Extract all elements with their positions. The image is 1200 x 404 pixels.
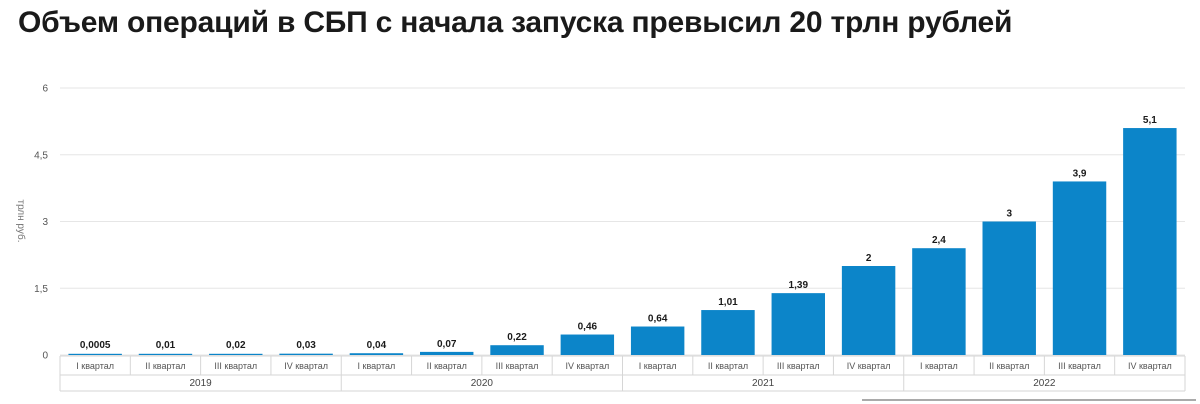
category-label: III квартал [777, 361, 820, 371]
year-label: 2022 [1033, 378, 1056, 389]
category-label: II квартал [427, 361, 467, 371]
bar [209, 353, 263, 355]
bar [490, 345, 544, 355]
category-label: II квартал [708, 361, 748, 371]
bar [1123, 128, 1177, 355]
value-label: 1,01 [718, 297, 738, 308]
value-label: 0,64 [648, 314, 668, 325]
value-label: 0,22 [507, 332, 527, 343]
y-axis-label: трлн руб. [15, 199, 27, 242]
category-label: I квартал [76, 361, 114, 371]
category-label: II квартал [145, 361, 185, 371]
bar [1052, 181, 1107, 355]
value-label: 0,46 [578, 322, 598, 333]
category-label: IV квартал [565, 361, 609, 371]
value-label: 5,1 [1143, 115, 1157, 126]
bar [279, 353, 333, 355]
value-label: 0,03 [296, 340, 316, 351]
category-label: II квартал [989, 361, 1029, 371]
value-label: 2 [866, 253, 872, 264]
value-label: 0,04 [367, 340, 387, 351]
value-label: 1,39 [789, 280, 809, 291]
category-label: III квартал [1058, 361, 1101, 371]
value-labels: 0,0005 0,01 0,02 0,03 0,04 0,07 0,22 0,46 0,64 1,… [80, 115, 1157, 351]
bar [771, 293, 825, 355]
y-tick-label: 3 [42, 217, 48, 228]
bar [630, 326, 685, 355]
year-label: 2020 [471, 378, 494, 389]
y-tick-label: 6 [42, 84, 48, 95]
value-label: 3 [1006, 209, 1012, 220]
y-tick-label: 0 [42, 351, 48, 362]
bar [982, 221, 1036, 355]
value-label: 2,4 [932, 235, 946, 246]
bar [138, 353, 193, 355]
value-label: 0,0005 [80, 340, 111, 351]
bar [841, 266, 896, 355]
bar [560, 334, 615, 355]
bar [912, 248, 966, 355]
year-label: 2019 [190, 378, 213, 389]
category-label: I квартал [358, 361, 396, 371]
year-label: 2021 [752, 378, 775, 389]
category-label: IV квартал [284, 361, 328, 371]
value-label: 3,9 [1073, 168, 1087, 179]
x-axis: I квартал II квартал III квартал IV квартал… [59, 355, 1186, 392]
y-tick-label: 4,5 [34, 150, 48, 161]
category-label: III квартал [214, 361, 257, 371]
bar [68, 353, 122, 355]
y-tick-label: 1,5 [34, 284, 48, 295]
category-label: IV квартал [847, 361, 891, 371]
category-label: I квартал [639, 361, 677, 371]
category-label: IV квартал [1128, 361, 1172, 371]
value-label: 0,07 [437, 339, 457, 350]
category-label: III квартал [496, 361, 539, 371]
category-label: I квартал [920, 361, 958, 371]
value-label: 0,01 [156, 340, 176, 351]
bar [701, 310, 755, 355]
y-axis-ticks: 0 1,5 3 4,5 6 [34, 84, 48, 362]
bar [420, 351, 474, 355]
bars [68, 128, 1177, 355]
page-title: Объем операций в СБП с начала запуска пр… [18, 6, 1013, 39]
bar [349, 353, 404, 355]
value-label: 0,02 [226, 340, 246, 351]
